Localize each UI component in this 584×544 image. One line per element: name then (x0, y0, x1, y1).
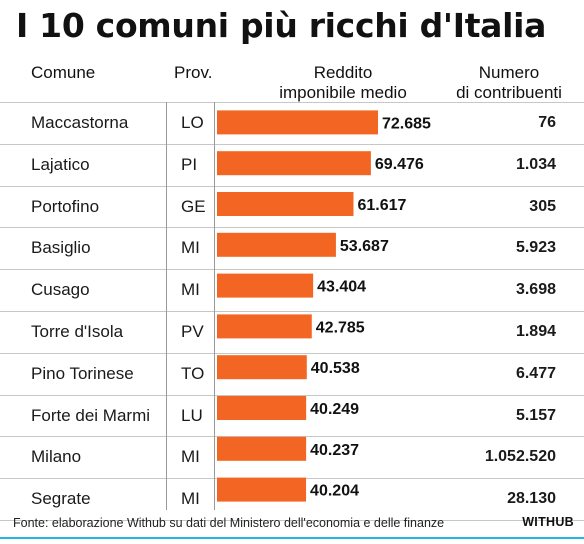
comune-cell: Maccastorna (31, 113, 129, 132)
bar (217, 477, 307, 502)
contribuenti-cell: 1.034 (515, 155, 556, 173)
prov-cell: MI (181, 280, 200, 300)
contribuenti-cell: 5.157 (515, 406, 556, 424)
contribuenti-cell: 6.477 (515, 364, 556, 382)
header-comune: Comune (31, 63, 96, 82)
table-row: Pino Torinese TO 6.477 (0, 354, 584, 396)
comune-cell: Cusago (31, 280, 90, 300)
contribuenti-cell: 5.923 (515, 239, 556, 257)
table-row: Lajatico PI 1.034 (0, 145, 584, 187)
column-separator (166, 102, 167, 510)
bar-value-label: 69.476 (375, 156, 424, 173)
bar (217, 355, 307, 380)
bar (217, 314, 312, 339)
bar (217, 232, 336, 257)
prov-cell: MI (181, 238, 200, 258)
bar (217, 273, 314, 298)
bar (217, 151, 371, 176)
source-note: Fonte: elaborazione Withub su dati del M… (13, 516, 445, 530)
bar-value-label: 53.687 (340, 238, 389, 255)
bar-value-label: 40.538 (311, 360, 360, 377)
comune-cell: Pino Torinese (31, 363, 134, 383)
table-row: Basiglio MI 5.923 (0, 228, 584, 271)
bar (217, 436, 307, 461)
comune-cell: Segrate (31, 489, 91, 509)
bar (217, 110, 378, 135)
contribuenti-cell: 3.698 (515, 281, 556, 299)
column-separator (214, 102, 215, 510)
comune-cell: Milano (31, 447, 82, 467)
contribuenti-cell: 1.894 (515, 322, 556, 340)
bar-value-label: 72.685 (382, 115, 431, 132)
bottom-accent-rule (0, 537, 584, 539)
bar-value-label: 42.785 (316, 319, 365, 336)
prov-cell: MI (181, 447, 200, 467)
comune-cell: Portofino (31, 196, 100, 216)
table-row: Maccastorna LO 76 (0, 102, 584, 145)
prov-cell: PV (181, 321, 204, 341)
table-row: Cusago MI 3.698 (0, 270, 584, 312)
bar (217, 396, 307, 420)
bar-value-label: 43.404 (317, 279, 366, 296)
header-numero-line2: di contribuenti (456, 83, 562, 102)
page-title: I 10 comuni più ricchi d'Italia (16, 6, 547, 45)
comune-cell: Lajatico (31, 154, 90, 174)
brand-logo: WITHUB (522, 515, 574, 529)
contribuenti-cell: 28.130 (507, 490, 556, 508)
comune-cell: Basiglio (31, 238, 91, 258)
table-row: Portofino GE 305 (0, 187, 584, 229)
table-row: Torre d'Isola PV 1.894 (0, 312, 584, 354)
prov-cell: MI (181, 489, 200, 509)
contribuenti-cell: 1.052.520 (484, 448, 556, 466)
header-numero: Numero di contribuenti (438, 63, 580, 103)
prov-cell: LO (181, 113, 204, 132)
header-reddito-line2: imponibile medio (279, 83, 407, 102)
bar-value-label: 61.617 (357, 197, 406, 214)
prov-cell: LU (181, 405, 203, 425)
contribuenti-cell: 305 (529, 197, 556, 215)
bar (217, 192, 354, 216)
prov-cell: GE (181, 196, 206, 216)
bar-chart: 72.685 69.476 61.617 53.687 43.404 42.785 40.5… (217, 110, 431, 502)
comune-cell: Torre d'Isola (31, 321, 124, 341)
prov-cell: TO (181, 363, 205, 383)
comune-cell: Forte dei Marmi (31, 405, 151, 425)
header-numero-line1: Numero (478, 63, 540, 82)
contribuenti-cell: 76 (538, 114, 556, 131)
header-prov: Prov. (174, 63, 213, 82)
header-reddito-line1: Reddito (313, 63, 373, 82)
table-row: Segrate MI 28.130 (0, 479, 584, 521)
bar-value-label: 40.204 (310, 483, 359, 500)
bar-value-label: 40.237 (310, 442, 359, 459)
bar-value-label: 40.249 (310, 401, 359, 418)
header-reddito: Reddito imponibile medio (258, 63, 428, 103)
prov-cell: PI (181, 154, 198, 174)
